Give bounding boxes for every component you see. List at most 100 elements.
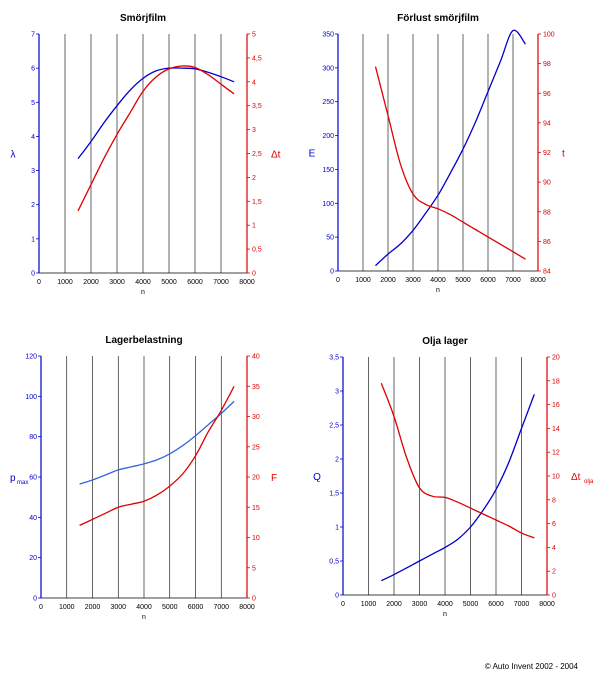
right-axis-label: Δt [271,150,281,161]
x-tick-label: 7000 [213,279,229,286]
left-tick-label: 0 [33,596,37,603]
right-tick-label: 18 [552,378,560,385]
right-tick-label: 5 [252,32,256,39]
x-tick-label: 4000 [430,277,446,284]
right-axis-label: F [271,473,277,484]
left-tick-label: 0 [335,593,339,600]
x-tick-label: 8000 [239,279,255,286]
x-tick-label: 5000 [463,601,479,608]
x-tick-label: 7000 [514,601,530,608]
chart-title: Olja lager [422,336,468,347]
x-tick-label: 8000 [530,277,546,284]
chart-title: Lagerbelastning [105,335,182,346]
left-tick-label: 350 [322,32,334,39]
right-tick-label: 35 [252,384,260,391]
left-tick-label: 1 [335,525,339,532]
x-axis-label: n [436,287,440,294]
x-tick-label: 3000 [412,601,428,608]
right-axis-label: Δt [571,472,581,483]
right-tick-label: 98 [543,61,551,68]
x-tick-label: 5000 [161,279,177,286]
x-tick-label: 7000 [213,604,229,611]
series-line-right [374,66,526,260]
x-axis-label: n [142,614,146,621]
right-tick-label: 4 [252,79,256,86]
right-tick-label: 4,5 [252,55,262,62]
x-tick-label: 2000 [380,277,396,284]
x-tick-label: 4000 [136,604,152,611]
left-tick-label: 0,5 [329,559,339,566]
right-tick-label: 3 [252,127,256,134]
right-tick-label: 0 [252,596,256,603]
left-axis-label: p [10,473,16,484]
right-tick-label: 8 [552,497,556,504]
x-axis-label: n [141,289,145,296]
left-tick-label: 300 [322,65,334,72]
right-tick-label: 1,5 [252,199,262,206]
x-tick-label: 0 [336,277,340,284]
x-tick-label: 4000 [437,601,453,608]
series-line-left [79,400,235,485]
left-tick-label: 100 [25,394,37,401]
left-tick-label: 2 [335,457,339,464]
x-axis-label: n [443,611,447,618]
left-tick-label: 80 [29,434,37,441]
left-tick-label: 6 [31,66,35,73]
series-line-right [77,65,235,212]
series-line-left [375,29,527,267]
left-axis-label: λ [11,150,16,161]
left-tick-label: 50 [326,235,334,242]
x-tick-label: 6000 [488,601,504,608]
series-line-left [77,67,235,160]
left-tick-label: 250 [322,99,334,106]
right-tick-label: 5 [252,565,256,572]
right-tick-label: 0,5 [252,247,262,254]
chart-title: Förlust smörjfilm [397,13,479,24]
right-tick-label: 6 [552,521,556,528]
x-tick-label: 5000 [455,277,471,284]
x-tick-label: 2000 [85,604,101,611]
right-tick-label: 94 [543,120,551,127]
right-tick-label: 88 [543,209,551,216]
series-line-right [380,382,535,539]
x-tick-label: 0 [37,279,41,286]
x-tick-label: 0 [341,601,345,608]
right-tick-label: 20 [552,355,560,362]
left-tick-label: 2 [31,202,35,209]
left-tick-label: 5 [31,100,35,107]
left-tick-label: 3,5 [329,355,339,362]
x-tick-label: 4000 [135,279,151,286]
x-tick-label: 8000 [239,604,255,611]
copyright-text: © Auto Invent 2002 - 2004 [484,662,578,671]
right-axis-label-sub: olja [584,479,594,485]
right-tick-label: 10 [252,535,260,542]
right-tick-label: 86 [543,239,551,246]
right-tick-label: 84 [543,269,551,276]
right-tick-label: 0 [552,593,556,600]
left-tick-label: 1 [31,236,35,243]
x-tick-label: 1000 [361,601,377,608]
right-tick-label: 12 [552,450,560,457]
x-tick-label: 3000 [110,604,126,611]
left-tick-label: 3 [335,389,339,396]
right-axis-label: t [562,149,565,160]
x-tick-label: 1000 [57,279,73,286]
chart-1: Smörjfilm 0 1000 2000 3000 4000 5000 6000 7000 80… [11,13,281,296]
right-tick-label: 15 [252,505,260,512]
x-tick-label: 7000 [505,277,521,284]
right-tick-label: 1 [252,223,256,230]
x-tick-label: 6000 [188,604,204,611]
right-tick-label: 16 [552,402,560,409]
right-tick-label: 90 [543,180,551,187]
x-tick-label: 1000 [355,277,371,284]
x-tick-label: 2000 [386,601,402,608]
x-tick-label: 2000 [83,279,99,286]
right-tick-label: 4 [552,545,556,552]
right-tick-label: 14 [552,426,560,433]
right-tick-label: 0 [252,271,256,278]
left-tick-label: 100 [322,201,334,208]
